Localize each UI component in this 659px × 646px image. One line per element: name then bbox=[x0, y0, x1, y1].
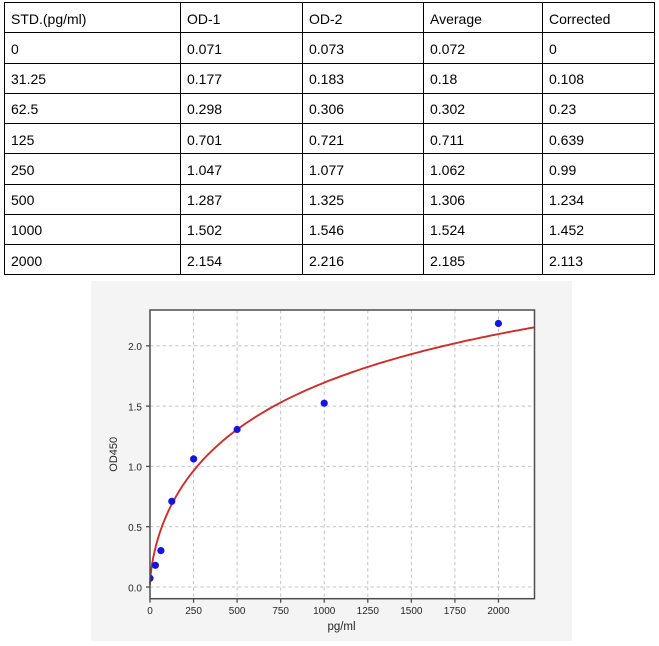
svg-text:1.0: 1.0 bbox=[128, 463, 142, 474]
svg-text:2.0: 2.0 bbox=[128, 342, 142, 353]
svg-text:1000: 1000 bbox=[313, 606, 336, 617]
svg-text:0: 0 bbox=[147, 606, 153, 617]
svg-text:OD450: OD450 bbox=[108, 437, 120, 472]
svg-text:500: 500 bbox=[229, 606, 246, 617]
svg-text:1250: 1250 bbox=[357, 606, 380, 617]
svg-text:1500: 1500 bbox=[400, 606, 423, 617]
svg-text:1.5: 1.5 bbox=[128, 402, 142, 413]
svg-text:750: 750 bbox=[272, 606, 289, 617]
svg-text:250: 250 bbox=[185, 606, 202, 617]
svg-text:1750: 1750 bbox=[444, 606, 467, 617]
svg-text:pg/ml: pg/ml bbox=[327, 621, 355, 633]
svg-text:0.5: 0.5 bbox=[128, 523, 142, 534]
svg-text:0.0: 0.0 bbox=[128, 583, 142, 594]
svg-text:2000: 2000 bbox=[487, 606, 510, 617]
